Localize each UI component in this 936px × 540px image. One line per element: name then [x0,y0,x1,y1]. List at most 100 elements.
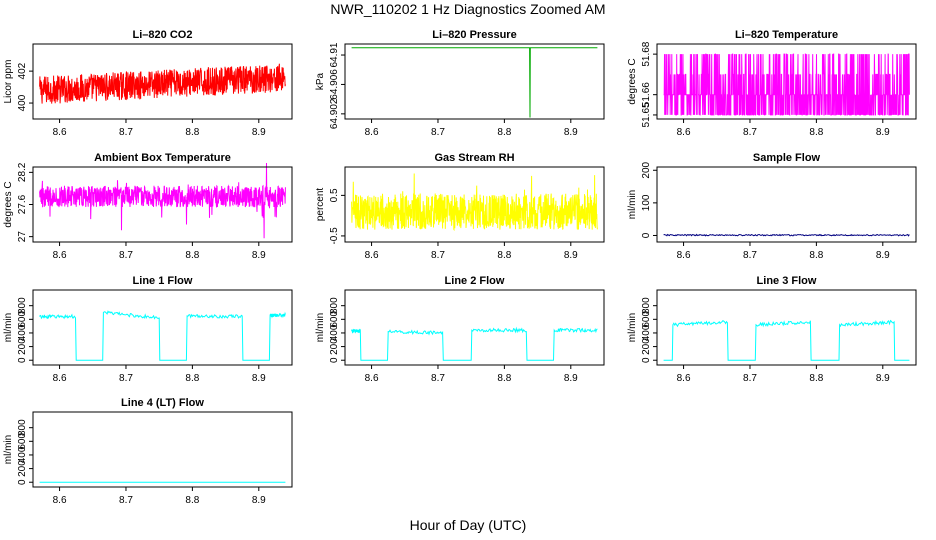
x-tick-label: 8.7 [743,127,757,138]
y-axis-label: ml/min [3,313,14,342]
x-tick-label: 8.7 [743,373,757,384]
y-axis-label: percent [315,188,326,222]
x-tick-label: 8.7 [431,250,445,261]
y-tick-label: 400 [641,324,652,341]
y-tick-label: 200 [641,161,652,178]
x-tick-label: 8.7 [431,127,445,138]
x-tick-label: 8.7 [119,373,133,384]
panel-title: Li–820 Pressure [432,29,516,41]
panel-title: Gas Stream RH [434,152,514,164]
series-line-co2 [39,63,286,104]
y-axis-label: degrees C [3,181,14,227]
x-tick-label: 8.7 [743,250,757,261]
y-tick-label: 100 [641,194,652,211]
figure-title: NWR_110202 1 Hz Diagnostics Zoomed AM [330,1,606,17]
y-tick-label: 800 [641,297,652,314]
plot-frame [32,411,293,488]
panel-title: Line 4 (LT) Flow [121,397,204,409]
x-tick-label: 8.8 [497,127,511,138]
y-tick-label: 0 [641,357,652,363]
panel-line1: Line 1 Flow ml/min 8.6 8.7 8.8 8.9 0 2004006008… [3,275,293,384]
y-tick-label: 200 [329,338,340,355]
y-tick-label: 28.2 [17,162,28,182]
y-tick-label: 64.91 [329,42,340,67]
x-tick-label: 8.8 [185,373,199,384]
series-line-line2 [351,326,598,361]
series-line-li820temp [663,53,910,116]
x-tick-label: 8.9 [876,127,890,138]
y-tick-label: 64.906 [329,69,340,100]
y-tick-label: 64.902 [329,98,340,129]
x-axis-label: Hour of Day (UTC) [409,517,527,533]
x-tick-label: 8.6 [677,373,691,384]
panel-title: Li–820 CO2 [133,29,193,41]
y-tick-label: 400 [329,324,340,341]
panel-co2: Li–820 CO2 Licor ppm 8.6 8.7 8.8 8.9 400 402 [3,29,293,138]
y-tick-label: 200 [17,460,28,477]
y-tick-label: 0.5 [329,188,340,202]
y-tick-label: 400 [17,94,28,111]
x-tick-label: 8.8 [185,127,199,138]
y-tick-label: 800 [17,297,28,314]
panel-sampleflow: Sample Flow ml/min 8.6 8.7 8.8 8.9 0 100 200 [627,152,917,261]
x-tick-label: 8.6 [677,127,691,138]
x-tick-label: 8.9 [564,250,578,261]
x-tick-label: 8.9 [564,373,578,384]
x-tick-label: 8.8 [185,495,199,506]
y-tick-label: 27 [17,231,28,243]
x-tick-label: 8.6 [365,373,379,384]
series-line-boxtemp [39,162,286,239]
y-tick-label: -0.5 [329,227,340,245]
x-tick-label: 8.8 [497,373,511,384]
y-tick-label: 51.68 [641,41,652,66]
y-tick-label: 0 [329,357,340,363]
y-tick-label: 400 [17,324,28,341]
series-line-line3 [663,319,910,361]
x-tick-label: 8.9 [252,495,266,506]
y-tick-label: 600 [17,433,28,450]
x-tick-label: 8.9 [252,127,266,138]
series-line-sampleflow [663,233,910,237]
panel-title: Line 3 Flow [757,275,817,287]
x-tick-label: 8.9 [564,127,578,138]
x-tick-label: 8.6 [53,373,67,384]
y-axis-label: ml/min [627,313,638,342]
x-tick-label: 8.6 [365,127,379,138]
y-axis-label: ml/min [3,435,14,464]
y-tick-label: 800 [329,297,340,314]
y-tick-label: 0 [641,232,652,238]
x-tick-label: 8.9 [252,250,266,261]
y-tick-label: 0 [17,357,28,363]
x-tick-label: 8.9 [876,250,890,261]
panel-line4: Line 4 (LT) Flow ml/min 8.6 8.7 8.8 8.9 0 20040… [3,397,293,506]
x-tick-label: 8.9 [876,373,890,384]
series-line-rh [351,173,598,232]
panel-rh: Gas Stream RH percent 8.6 8.7 8.8 8.9 -0.5 0.5 [315,152,605,261]
x-tick-label: 8.7 [119,495,133,506]
plot-frame [344,166,605,243]
panel-line3: Line 3 Flow ml/min 8.6 8.7 8.8 8.9 0 2004006008… [627,275,917,384]
panel-title: Line 2 Flow [445,275,505,287]
x-tick-label: 8.6 [53,127,67,138]
series-line-pressure [351,47,598,118]
x-tick-label: 8.8 [809,373,823,384]
plot-frame [32,289,293,366]
y-axis-label: degrees C [627,58,638,104]
x-tick-label: 8.6 [53,250,67,261]
x-tick-label: 8.6 [365,250,379,261]
x-tick-label: 8.7 [119,127,133,138]
plot-frame [344,43,605,120]
panel-title: Ambient Box Temperature [94,152,231,164]
x-tick-label: 8.6 [677,250,691,261]
x-tick-label: 8.9 [252,373,266,384]
y-tick-label: 600 [329,311,340,328]
y-tick-label: 200 [17,338,28,355]
series-line-line1 [39,310,286,361]
y-tick-label: 200 [641,338,652,355]
y-axis-label: ml/min [627,190,638,219]
x-tick-label: 8.8 [809,127,823,138]
x-tick-label: 8.7 [119,250,133,261]
x-tick-label: 8.8 [809,250,823,261]
x-tick-label: 8.6 [53,495,67,506]
